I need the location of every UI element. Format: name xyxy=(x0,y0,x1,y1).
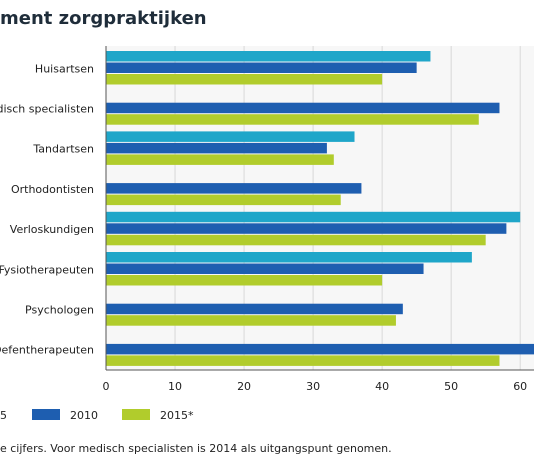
bar-2015-6 xyxy=(106,275,383,286)
category-label: Tandartsen xyxy=(32,143,94,156)
legend-swatch-3 xyxy=(122,409,150,420)
bar-2015-4 xyxy=(106,194,341,206)
category-label: disch specialisten xyxy=(0,102,94,115)
bar-2010-8 xyxy=(106,343,534,355)
footnote: e cijfers. Voor medisch specialisten is … xyxy=(0,442,392,455)
category-label: Fysiotherapeuten xyxy=(0,263,94,276)
bar-2010-2 xyxy=(106,102,500,114)
bar-2015-5 xyxy=(106,234,486,246)
category-label: Huisartsen xyxy=(35,62,94,75)
x-tick-label: 30 xyxy=(306,380,320,393)
chart-title: ment zorgpraktijken xyxy=(0,8,207,29)
bar-2010-3 xyxy=(106,142,327,154)
bar-2015-8 xyxy=(106,355,500,366)
category-label: Psychologen xyxy=(25,303,94,316)
legend-label-2: 2010 xyxy=(70,409,98,422)
x-tick-label: 40 xyxy=(375,380,389,393)
category-label: Verloskundigen xyxy=(10,223,94,236)
bar-2015-7 xyxy=(106,315,396,326)
bar-5-5 xyxy=(106,211,521,223)
legend-label-1: 5 xyxy=(0,409,7,422)
legend-label-3: 2015* xyxy=(160,409,194,422)
x-tick-label: 60 xyxy=(513,380,527,393)
category-label: Oefentherapeuten xyxy=(0,344,94,357)
x-tick-label: 50 xyxy=(444,380,458,393)
bar-2010-7 xyxy=(106,303,403,315)
bar-2015-2 xyxy=(106,114,479,125)
bar-5-3 xyxy=(106,131,355,142)
bar-2015-1 xyxy=(106,74,383,85)
bar-2010-4 xyxy=(106,183,362,194)
bar-2015-3 xyxy=(106,154,334,165)
category-label: Orthodontisten xyxy=(11,183,94,196)
bar-2010-5 xyxy=(106,223,507,234)
legend-swatch-2 xyxy=(32,409,60,420)
bar-5-1 xyxy=(106,51,431,62)
x-tick-label: 20 xyxy=(237,380,251,393)
x-tick-label: 0 xyxy=(103,380,110,393)
bar-2010-1 xyxy=(106,62,417,73)
bar-2010-6 xyxy=(106,263,424,274)
x-tick-label: 10 xyxy=(168,380,182,393)
bar-5-6 xyxy=(106,252,472,263)
